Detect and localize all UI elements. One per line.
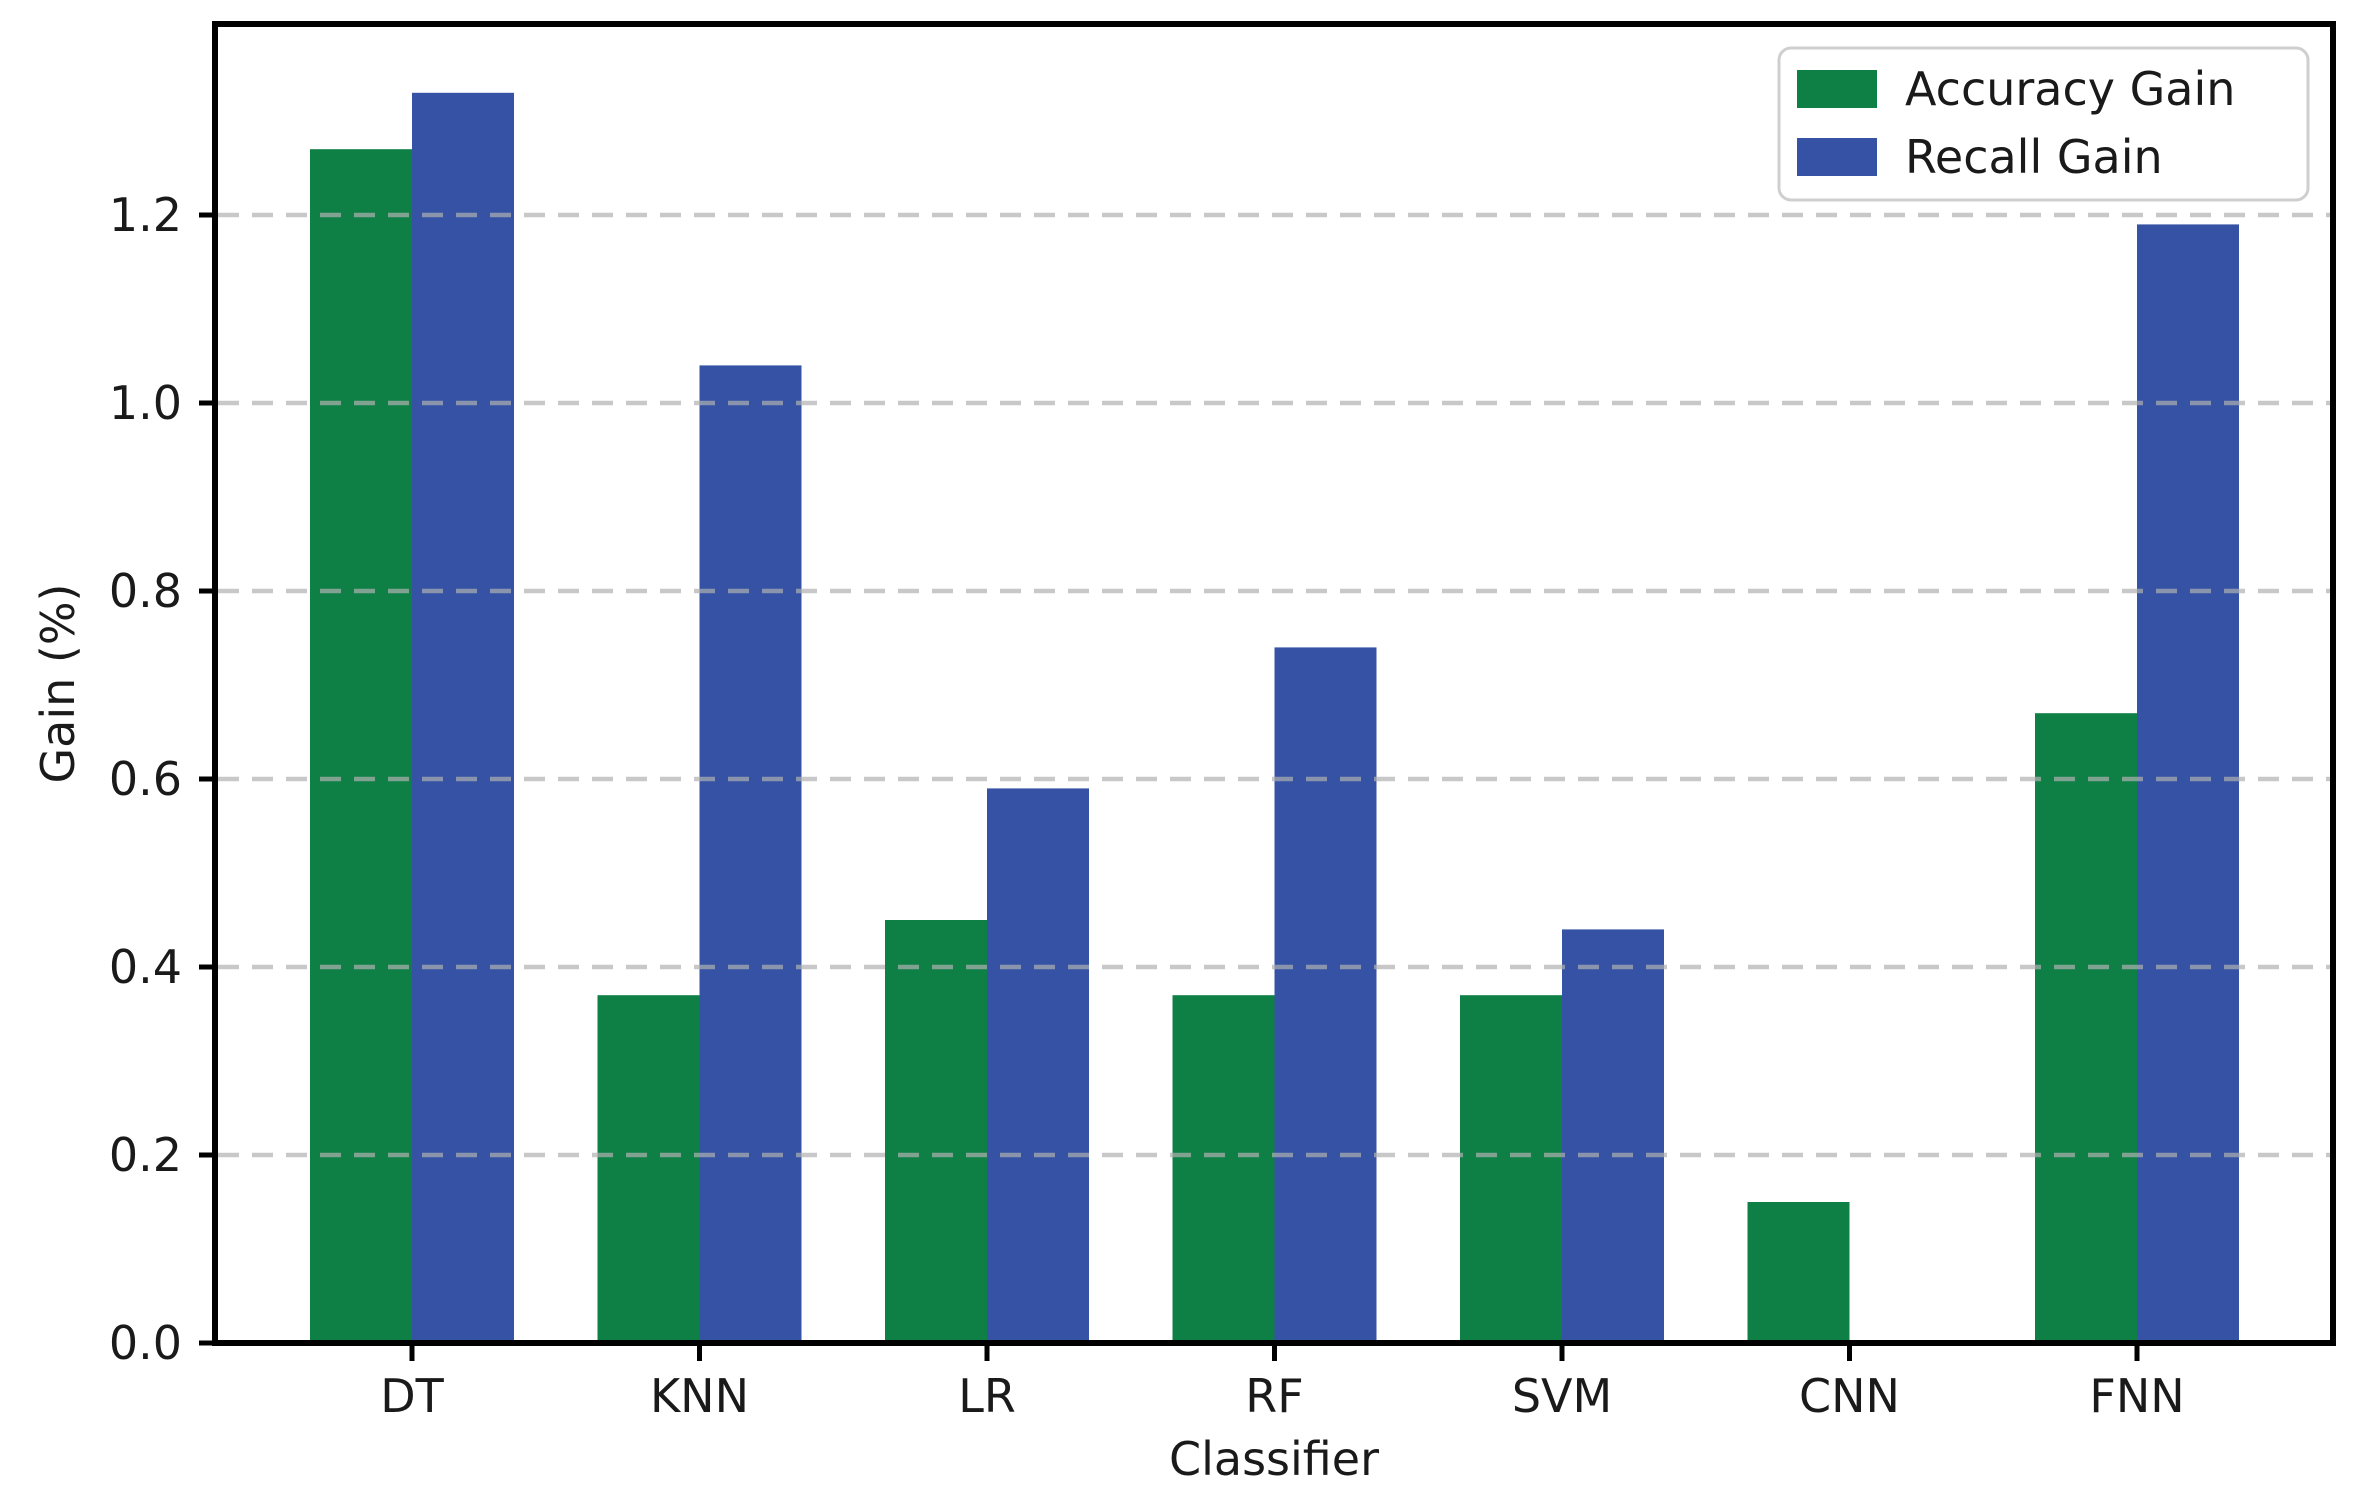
bar-dt-accuracy-gain xyxy=(310,149,412,1344)
y-tick-label-1-2: 1.2 xyxy=(109,188,182,242)
bar-svm-accuracy-gain xyxy=(1460,995,1562,1343)
bar-lr-accuracy-gain xyxy=(885,920,987,1343)
y-tick-label-0-4: 0.4 xyxy=(109,940,182,994)
legend-label-accuracy-gain: Accuracy Gain xyxy=(1905,62,2235,116)
x-tick-label-cnn: CNN xyxy=(1799,1369,1900,1423)
y-tick-label-0-2: 0.2 xyxy=(109,1128,182,1182)
y-tick-label-1-0: 1.0 xyxy=(109,376,182,430)
bar-rf-accuracy-gain xyxy=(1172,995,1275,1343)
bar-cnn-accuracy-gain xyxy=(1747,1202,1850,1343)
x-tick-label-fnn: FNN xyxy=(2089,1369,2184,1423)
bar-svm-recall-gain xyxy=(1562,929,1664,1343)
bar-rf-recall-gain xyxy=(1274,647,1377,1343)
x-tick-label-rf: RF xyxy=(1245,1369,1303,1423)
y-axis-label: Gain (%) xyxy=(31,584,85,784)
x-tick-label-svm: SVM xyxy=(1512,1369,1612,1423)
bar-knn-recall-gain xyxy=(699,365,802,1343)
y-tick-label-0-6: 0.6 xyxy=(109,752,182,806)
legend-box xyxy=(1777,46,2310,202)
bar-fnn-recall-gain xyxy=(2137,224,2239,1343)
legend-swatch-recall-gain xyxy=(1797,138,1877,176)
legend-swatch-accuracy-gain xyxy=(1797,70,1877,108)
y-tick-label-0-8: 0.8 xyxy=(109,564,182,618)
y-tick-label-0-0: 0.0 xyxy=(109,1316,182,1370)
x-tick-label-dt: DT xyxy=(380,1369,444,1423)
bar-knn-accuracy-gain xyxy=(597,995,700,1343)
plot-border xyxy=(212,21,2336,1346)
bar-dt-recall-gain xyxy=(412,92,514,1343)
legend-label-recall-gain: Recall Gain xyxy=(1905,130,2163,184)
x-tick-label-knn: KNN xyxy=(650,1369,749,1423)
bar-fnn-accuracy-gain xyxy=(2035,713,2137,1343)
bar-lr-recall-gain xyxy=(987,788,1089,1343)
x-axis-label: Classifier xyxy=(1169,1432,1379,1486)
x-tick-label-lr: LR xyxy=(958,1369,1016,1423)
